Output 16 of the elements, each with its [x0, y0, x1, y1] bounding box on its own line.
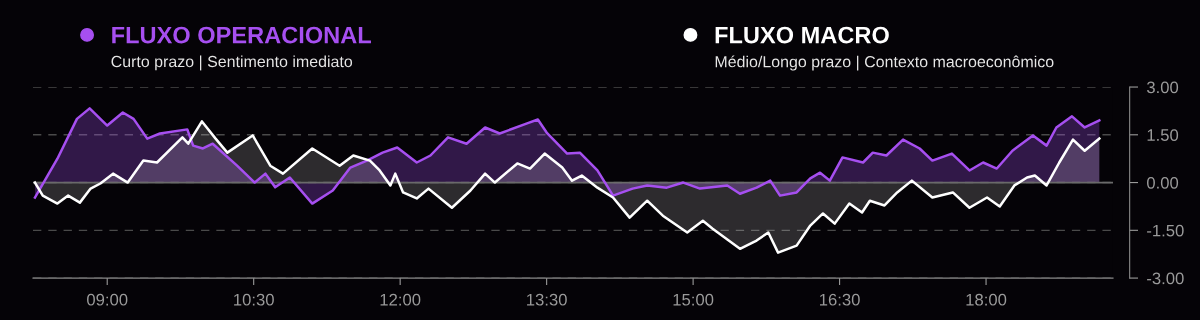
- text: Curto prazo | Sentimento imediato: [111, 55, 353, 71]
- text: Médio/Longo prazo | Contexto macroeconômico: [715, 55, 1054, 71]
- y-tick-label: 1.50: [1147, 129, 1179, 141]
- y-tick-label: 0.00: [1146, 176, 1179, 189]
- x-tick-label: 10:30: [234, 293, 274, 306]
- x-tick-label: 16:30: [820, 293, 860, 306]
- y-tick-label: 3.00: [1146, 81, 1179, 94]
- y-tick-label: -1.50: [1147, 224, 1184, 237]
- legend-label: FLUXO OPERACIONAL: [112, 26, 371, 44]
- x-tick-label: 13:30: [527, 293, 567, 306]
- x-tick-label: 12:00: [380, 293, 421, 306]
- x-tick-label: 18:00: [966, 293, 1007, 306]
- x-tick-label: 15:00: [673, 293, 714, 306]
- legend-label: FLUXO MACRO: [715, 26, 889, 44]
- x-tick-label: 09:00: [87, 293, 128, 306]
- y-tick-label: -3.00: [1147, 272, 1184, 285]
